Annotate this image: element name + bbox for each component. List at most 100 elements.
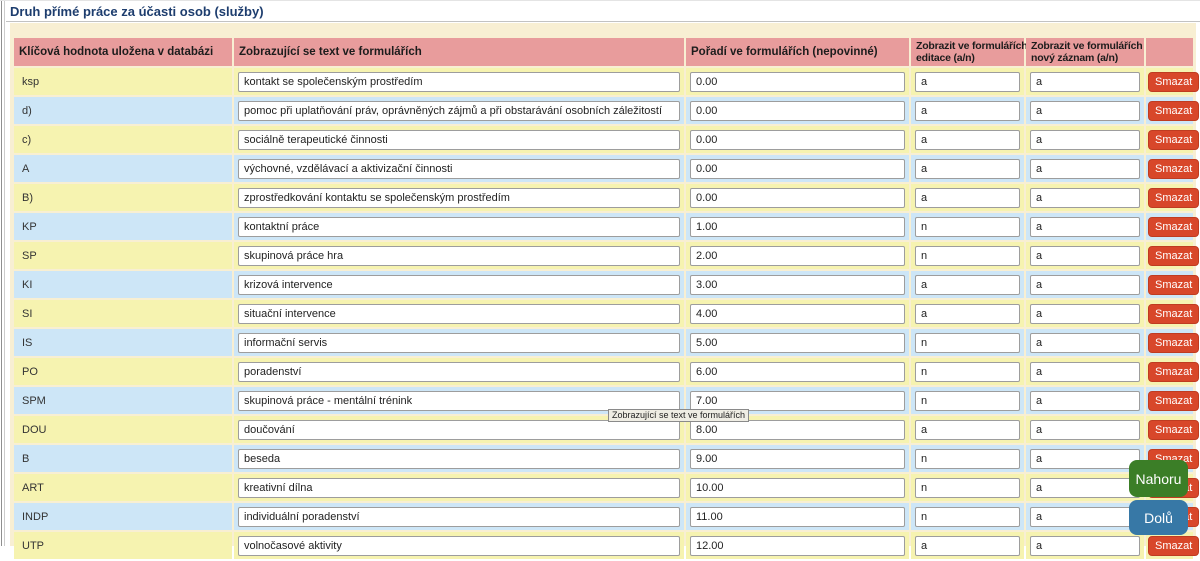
display-text-input[interactable] (238, 332, 680, 353)
order-input[interactable] (690, 71, 905, 92)
display-text-input[interactable] (238, 245, 680, 266)
show-in-edit-forms-input[interactable] (915, 129, 1020, 150)
delete-button[interactable]: Smazat (1148, 158, 1200, 179)
show-in-edit-forms-input[interactable] (915, 448, 1020, 469)
table-row: KP Smazat (14, 213, 1200, 240)
order-input[interactable] (690, 361, 905, 382)
show-in-new-record-input-cell (1026, 213, 1144, 240)
show-in-new-record-input[interactable] (1030, 245, 1140, 266)
show-in-edit-forms-input[interactable] (915, 158, 1020, 179)
show-in-new-record-input[interactable] (1030, 448, 1140, 469)
delete-button[interactable]: Smazat (1148, 187, 1200, 208)
scroll-up-button[interactable]: Nahoru (1129, 460, 1188, 497)
delete-button[interactable]: Smazat (1148, 303, 1200, 324)
show-in-new-record-input-cell (1026, 474, 1144, 501)
order-input-cell (686, 184, 909, 211)
order-input[interactable] (690, 506, 905, 527)
order-input[interactable] (690, 390, 905, 411)
display-text-input[interactable] (238, 129, 680, 150)
table-row: c) Smazat (14, 126, 1200, 153)
show-in-new-record-input[interactable] (1030, 100, 1140, 121)
show-in-edit-forms-input[interactable] (915, 303, 1020, 324)
display-text-input[interactable] (238, 448, 680, 469)
show-in-new-record-input[interactable] (1030, 361, 1140, 382)
show-in-new-record-input[interactable] (1030, 303, 1140, 324)
show-in-edit-forms-input[interactable] (915, 216, 1020, 237)
delete-button[interactable]: Smazat (1148, 419, 1200, 440)
key-value-cell: PO (14, 358, 232, 385)
show-in-edit-forms-input[interactable] (915, 274, 1020, 295)
order-input[interactable] (690, 419, 905, 440)
display-text-input[interactable] (238, 506, 680, 527)
show-in-new-record-input[interactable] (1030, 419, 1140, 440)
key-value-cell: d) (14, 97, 232, 124)
display-text-input[interactable] (238, 303, 680, 324)
show-in-edit-forms-input-cell (911, 155, 1024, 182)
show-in-edit-forms-input-cell (911, 126, 1024, 153)
show-in-edit-forms-input[interactable] (915, 71, 1020, 92)
show-in-edit-forms-input[interactable] (915, 245, 1020, 266)
display-text-input[interactable] (238, 419, 680, 440)
order-input[interactable] (690, 274, 905, 295)
display-text-input[interactable] (238, 477, 680, 498)
order-input[interactable] (690, 129, 905, 150)
delete-button[interactable]: Smazat (1148, 245, 1200, 266)
display-text-input[interactable] (238, 100, 680, 121)
delete-button[interactable]: Smazat (1148, 390, 1200, 411)
show-in-new-record-input[interactable] (1030, 506, 1140, 527)
display-text-input[interactable] (238, 390, 680, 411)
show-in-new-record-input[interactable] (1030, 158, 1140, 179)
show-in-new-record-input[interactable] (1030, 477, 1140, 498)
show-in-edit-forms-input-cell (911, 416, 1024, 443)
order-input[interactable] (690, 158, 905, 179)
display-text-input[interactable] (238, 361, 680, 382)
order-input[interactable] (690, 100, 905, 121)
show-in-edit-forms-input[interactable] (915, 390, 1020, 411)
order-input[interactable] (690, 245, 905, 266)
show-in-new-record-input[interactable] (1030, 71, 1140, 92)
show-in-new-record-input-cell (1026, 416, 1144, 443)
order-input[interactable] (690, 477, 905, 498)
key-value-cell: c) (14, 126, 232, 153)
delete-button[interactable]: Smazat (1148, 216, 1200, 237)
order-input[interactable] (690, 216, 905, 237)
show-in-edit-forms-input[interactable] (915, 187, 1020, 208)
table-row: d) Smazat (14, 97, 1200, 124)
order-input-cell (686, 503, 909, 530)
delete-button[interactable]: Smazat (1148, 129, 1200, 150)
display-text-input[interactable] (238, 187, 680, 208)
display-text-input-cell (234, 271, 684, 298)
show-in-edit-forms-input[interactable] (915, 477, 1020, 498)
table-row: B) Smazat (14, 184, 1200, 211)
scroll-down-button[interactable]: Dolů (1129, 500, 1188, 535)
key-value-cell: SI (14, 300, 232, 327)
show-in-new-record-input[interactable] (1030, 216, 1140, 237)
show-in-edit-forms-input[interactable] (915, 332, 1020, 353)
order-input[interactable] (690, 448, 905, 469)
key-value-cell: IS (14, 329, 232, 356)
order-input-cell (686, 271, 909, 298)
order-input[interactable] (690, 332, 905, 353)
show-in-new-record-input[interactable] (1030, 332, 1140, 353)
show-in-new-record-input[interactable] (1030, 274, 1140, 295)
show-in-edit-forms-input[interactable] (915, 361, 1020, 382)
show-in-edit-forms-input[interactable] (915, 419, 1020, 440)
show-in-new-record-input[interactable] (1030, 390, 1140, 411)
show-in-new-record-input[interactable] (1030, 129, 1140, 150)
display-text-input[interactable] (238, 158, 680, 179)
show-in-edit-forms-input[interactable] (915, 506, 1020, 527)
show-in-new-record-input[interactable] (1030, 187, 1140, 208)
display-text-input[interactable] (238, 216, 680, 237)
order-input[interactable] (690, 187, 905, 208)
delete-button[interactable]: Smazat (1148, 71, 1200, 92)
display-text-input-cell (234, 155, 684, 182)
display-text-input[interactable] (238, 274, 680, 295)
delete-button[interactable]: Smazat (1148, 100, 1200, 121)
delete-button[interactable]: Smazat (1148, 332, 1200, 353)
order-input[interactable] (690, 303, 905, 324)
delete-button[interactable]: Smazat (1148, 361, 1200, 382)
show-in-edit-forms-input[interactable] (915, 100, 1020, 121)
key-value-cell: SP (14, 242, 232, 269)
delete-button[interactable]: Smazat (1148, 274, 1200, 295)
display-text-input[interactable] (238, 71, 680, 92)
